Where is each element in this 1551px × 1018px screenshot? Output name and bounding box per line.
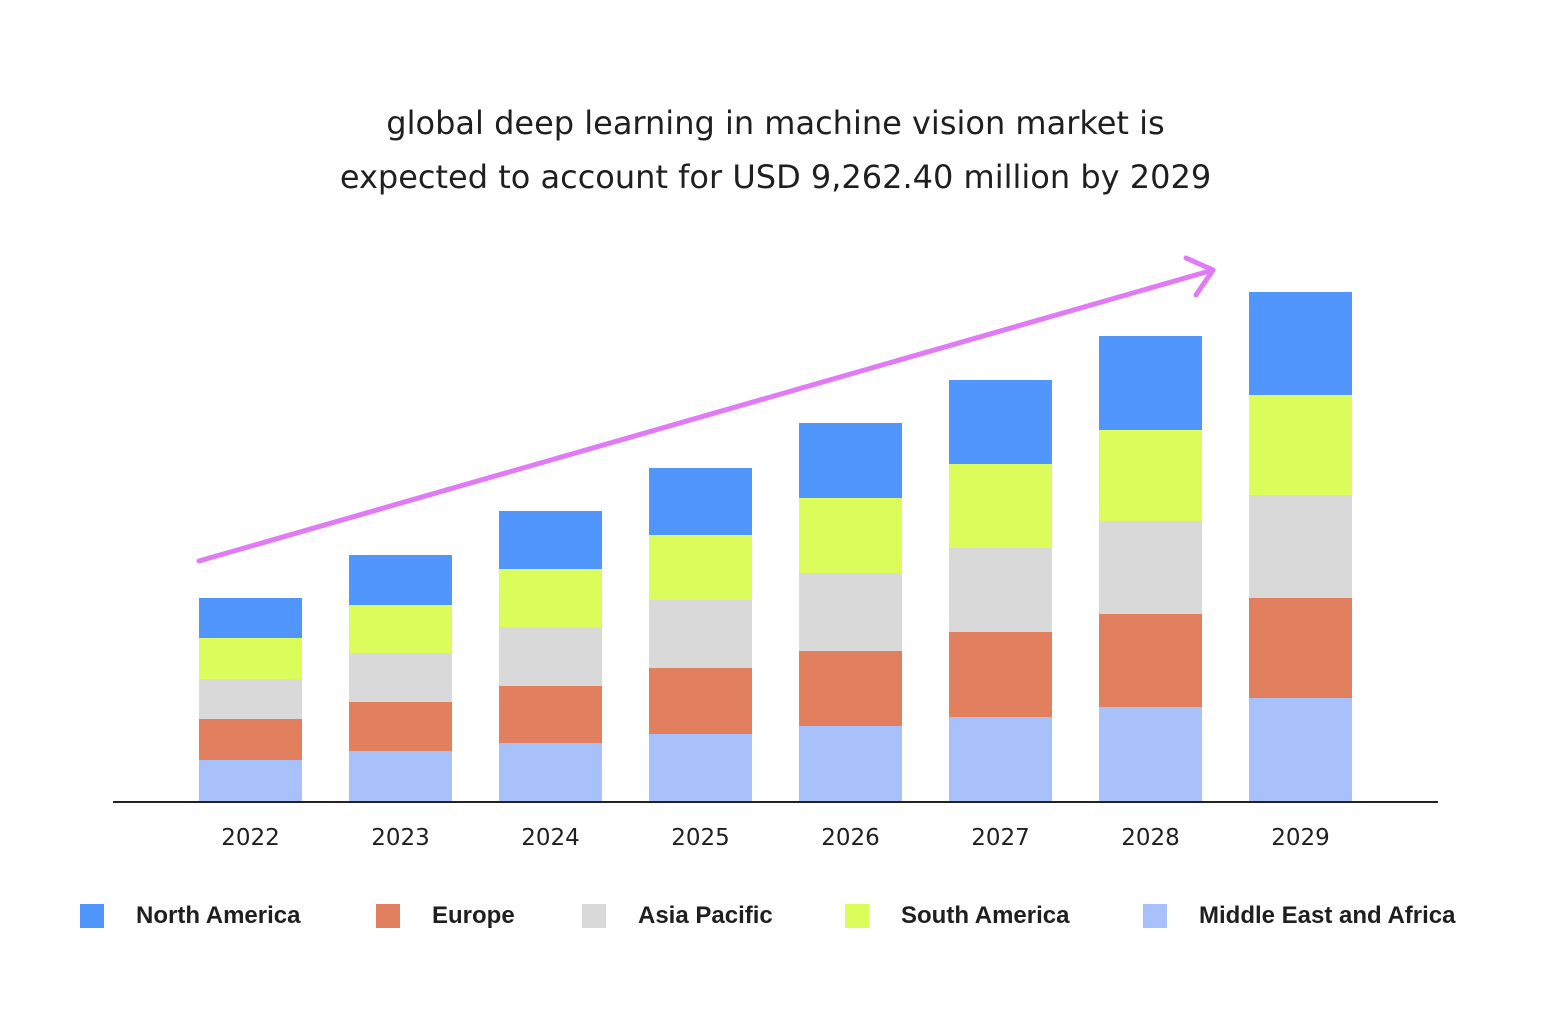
- legend-item-north-america: North America: [80, 896, 300, 936]
- legend-label-south-america: South America: [901, 902, 1070, 929]
- legend-swatch-europe: [376, 904, 400, 928]
- x-tick-label-2024: 2024: [521, 825, 580, 851]
- trend-arrow-shaft: [196, 267, 1216, 564]
- bar-segment-2022-europe: [199, 719, 302, 760]
- bar-segment-2027-asia-pacific: [949, 548, 1052, 632]
- x-tick-label-2028: 2028: [1121, 825, 1180, 851]
- bar-segment-2029-north-america: [1249, 292, 1352, 395]
- bar-segment-2023-middle-east-and-africa: [349, 751, 452, 801]
- bars-group: [199, 292, 1352, 801]
- trend-arrow-head: [1183, 255, 1216, 298]
- bar-segment-2026-asia-pacific: [799, 573, 902, 651]
- x-tick-label-2029: 2029: [1271, 825, 1330, 851]
- bar-segment-2022-asia-pacific: [199, 679, 302, 719]
- bar-segment-2026-middle-east-and-africa: [799, 726, 902, 801]
- legend-swatch-south-america: [845, 904, 869, 928]
- bar-segment-2025-north-america: [649, 468, 752, 535]
- bar-segment-2024-south-america: [499, 569, 602, 627]
- trend-arrow: [196, 255, 1216, 564]
- bar-segment-2028-europe: [1099, 614, 1202, 707]
- bar-segment-2029-south-america: [1249, 395, 1352, 495]
- bar-segment-2027-europe: [949, 632, 1052, 717]
- chart-title: global deep learning in machine vision m…: [0, 96, 1551, 204]
- bar-segment-2022-middle-east-and-africa: [199, 760, 302, 801]
- bar-segment-2023-south-america: [349, 605, 452, 653]
- legend-swatch-north-america: [80, 904, 104, 928]
- bar-segment-2025-middle-east-and-africa: [649, 734, 752, 801]
- legend-swatch-middle-east-and-africa: [1143, 904, 1167, 928]
- legend-item-europe: Europe: [376, 896, 515, 936]
- bar-segment-2022-north-america: [199, 598, 302, 638]
- bar-segment-2024-europe: [499, 686, 602, 743]
- bar-segment-2027-north-america: [949, 380, 1052, 464]
- bar-segment-2025-asia-pacific: [649, 600, 752, 668]
- bar-segment-2025-europe: [649, 668, 752, 734]
- legend-label-asia-pacific: Asia Pacific: [638, 902, 773, 929]
- bar-segment-2026-north-america: [799, 423, 902, 498]
- bar-segment-2022-south-america: [199, 638, 302, 679]
- x-tick-label-2023: 2023: [371, 825, 430, 851]
- legend-item-middle-east-and-africa: Middle East and Africa: [1143, 896, 1456, 936]
- bar-segment-2029-asia-pacific: [1249, 495, 1352, 598]
- x-tick-labels: 2022 2023 2024 2025 2026 2027 2028 2029: [221, 825, 1330, 851]
- bar-segment-2029-middle-east-and-africa: [1249, 698, 1352, 801]
- bar-segment-2027-south-america: [949, 464, 1052, 548]
- x-tick-label-2027: 2027: [971, 825, 1030, 851]
- bar-segment-2028-asia-pacific: [1099, 521, 1202, 614]
- legend-item-south-america: South America: [845, 896, 1069, 936]
- bar-segment-2024-asia-pacific: [499, 627, 602, 686]
- chart-title-line-1: global deep learning in machine vision m…: [386, 104, 1165, 142]
- legend-label-europe: Europe: [432, 902, 515, 929]
- x-tick-label-2026: 2026: [821, 825, 880, 851]
- legend-item-asia-pacific: Asia Pacific: [582, 896, 773, 936]
- bar-segment-2025-south-america: [649, 535, 752, 600]
- bar-segment-2028-south-america: [1099, 430, 1202, 521]
- bar-segment-2023-europe: [349, 702, 452, 751]
- bar-segment-2026-south-america: [799, 498, 902, 573]
- bar-segment-2028-middle-east-and-africa: [1099, 707, 1202, 801]
- bar-segment-2028-north-america: [1099, 336, 1202, 430]
- bar-segment-2027-middle-east-and-africa: [949, 717, 1052, 801]
- chart-legend: North America Europe Asia Pacific South Ame…: [0, 896, 1551, 936]
- bar-segment-2024-north-america: [499, 511, 602, 569]
- x-tick-label-2022: 2022: [221, 825, 280, 851]
- bar-segment-2026-europe: [799, 651, 902, 726]
- bar-segment-2029-europe: [1249, 598, 1352, 698]
- legend-label-middle-east-and-africa: Middle East and Africa: [1199, 902, 1456, 929]
- legend-label-north-america: North America: [136, 902, 301, 929]
- bar-segment-2023-north-america: [349, 555, 452, 605]
- x-tick-label-2025: 2025: [671, 825, 730, 851]
- bar-segment-2023-asia-pacific: [349, 653, 452, 702]
- legend-swatch-asia-pacific: [582, 904, 606, 928]
- chart-title-line-2: expected to account for USD 9,262.40 mil…: [339, 158, 1212, 196]
- bar-segment-2024-middle-east-and-africa: [499, 743, 602, 801]
